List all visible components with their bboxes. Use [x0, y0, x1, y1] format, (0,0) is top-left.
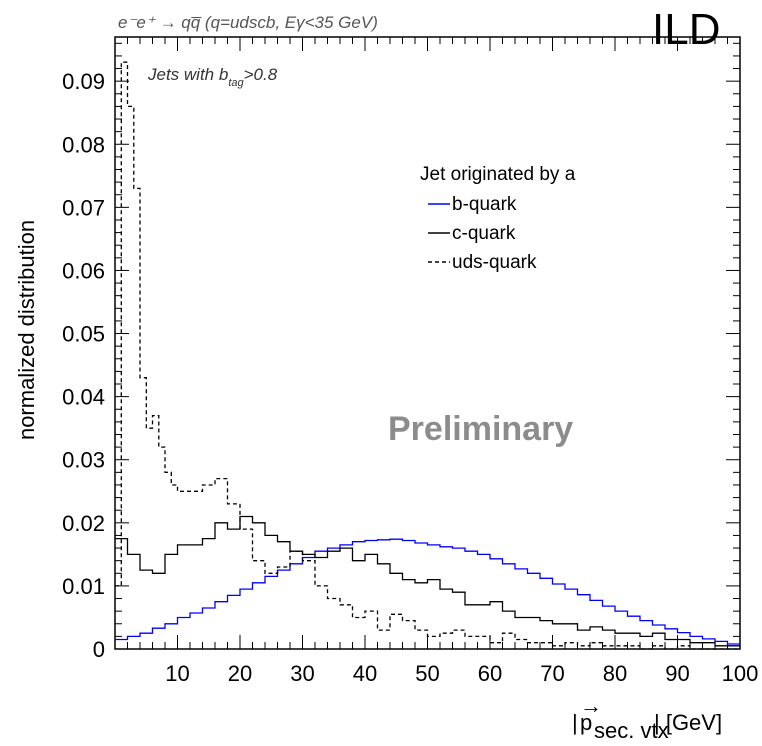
- selection-text: Jets with b: [147, 65, 228, 84]
- process-header: e⁻e⁺ → qq̅ (q=udscb, Eγ<35 GeV): [118, 13, 378, 32]
- preliminary-watermark: Preliminary: [388, 410, 573, 448]
- x-tick-label: 70: [540, 661, 564, 686]
- x-axis-title-unit: | [GeV]: [654, 710, 722, 735]
- y-tick-label: 0.08: [62, 132, 105, 157]
- legend-entry-b: b-quark: [452, 194, 517, 215]
- x-tick-labels: 10 20 30 40 50 60 70 80 90 100: [165, 661, 758, 686]
- legend-entry-uds: uds-quark: [452, 252, 537, 273]
- x-tick-label: 90: [665, 661, 689, 686]
- x-axis-title-arrow: →: [580, 693, 602, 718]
- x-axis-title: | p → sec. vtx | [GeV]: [572, 693, 722, 743]
- x-tick-label: 10: [165, 661, 189, 686]
- x-axis-title-bar: |: [572, 710, 578, 735]
- legend-entry-c: c-quark: [452, 223, 516, 244]
- y-tick-label: 0: [93, 637, 105, 662]
- x-tick-label: 60: [478, 661, 502, 686]
- series-uds-quark: [115, 61, 740, 650]
- x-axis-title-p: p: [580, 710, 592, 735]
- legend: Jet originated by a b-quark c-quark uds-…: [420, 164, 576, 273]
- x-tick-label: 100: [722, 661, 759, 686]
- y-axis-title: normalized distribution: [14, 220, 39, 440]
- y-tick-label: 0.07: [62, 195, 105, 220]
- x-tick-label: 50: [415, 661, 439, 686]
- y-tick-label: 0.06: [62, 258, 105, 283]
- x-tick-label: 80: [603, 661, 627, 686]
- series-c-quark: [115, 515, 740, 647]
- selection-cut: >0.8: [244, 65, 278, 84]
- x-tick-label: 30: [290, 661, 314, 686]
- x-axis-title-sub: sec. vtx: [594, 718, 669, 743]
- legend-title: Jet originated by a: [420, 164, 576, 185]
- y-tick-labels: 0 0.01 0.02 0.03 0.04 0.05 0.06 0.07 0.08 0.09: [62, 69, 105, 662]
- series-b-quark: [115, 538, 741, 646]
- selection-label: Jets with btag>0.8: [147, 65, 278, 89]
- plot-frame: [114, 36, 741, 650]
- y-tick-label: 0.05: [62, 322, 105, 347]
- y-tick-label: 0.03: [62, 448, 105, 473]
- x-tick-label: 40: [353, 661, 377, 686]
- y-tick-label: 0.01: [62, 574, 105, 599]
- axis-ticks: [114, 37, 741, 650]
- x-tick-label: 20: [228, 661, 252, 686]
- series-layer: [115, 61, 741, 650]
- y-tick-label: 0.02: [62, 511, 105, 536]
- y-tick-label: 0.09: [62, 69, 105, 94]
- selection-subscript: tag: [228, 77, 244, 89]
- y-tick-label: 0.04: [62, 385, 105, 410]
- experiment-logo: ILD: [652, 5, 720, 54]
